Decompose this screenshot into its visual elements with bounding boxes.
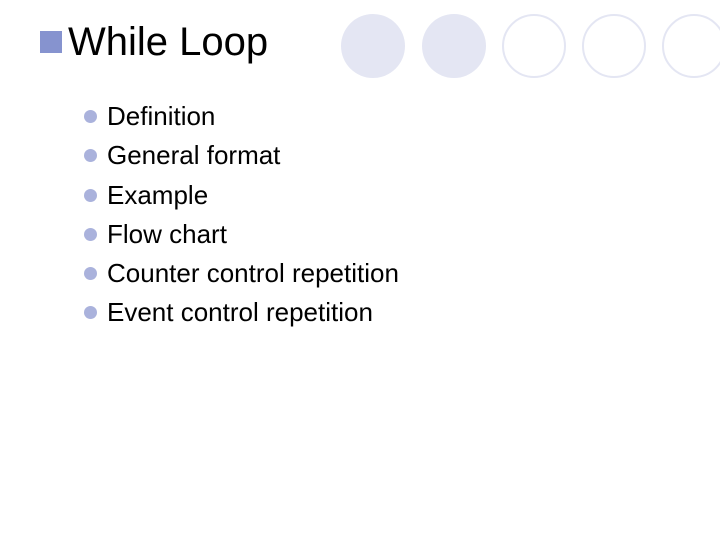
list-item: Definition bbox=[84, 100, 399, 133]
bullet-dot-icon bbox=[84, 149, 97, 162]
list-item: Flow chart bbox=[84, 218, 399, 251]
deco-circle-4 bbox=[582, 14, 646, 78]
slide: While Loop Definition General format Examp… bbox=[0, 0, 720, 540]
bullet-dot-icon bbox=[84, 189, 97, 202]
bullet-label: General format bbox=[107, 139, 280, 172]
list-item: General format bbox=[84, 139, 399, 172]
bullet-dot-icon bbox=[84, 110, 97, 123]
bullet-dot-icon bbox=[84, 228, 97, 241]
list-item: Example bbox=[84, 179, 399, 212]
bullet-label: Counter control repetition bbox=[107, 257, 399, 290]
bullet-dot-icon bbox=[84, 306, 97, 319]
bullet-label: Event control repetition bbox=[107, 296, 373, 329]
deco-circle-3 bbox=[502, 14, 566, 78]
bullet-label: Example bbox=[107, 179, 208, 212]
title-bullet-icon bbox=[40, 31, 62, 53]
list-item: Event control repetition bbox=[84, 296, 399, 329]
deco-circle-5 bbox=[662, 14, 720, 78]
list-item: Counter control repetition bbox=[84, 257, 399, 290]
bullet-dot-icon bbox=[84, 267, 97, 280]
bullet-label: Definition bbox=[107, 100, 215, 133]
bullet-label: Flow chart bbox=[107, 218, 227, 251]
bullet-list: Definition General format Example Flow char… bbox=[84, 100, 399, 336]
deco-circle-2 bbox=[422, 14, 486, 78]
slide-title: While Loop bbox=[68, 22, 268, 62]
slide-title-row: While Loop bbox=[40, 22, 268, 62]
deco-circle-1 bbox=[341, 14, 405, 78]
